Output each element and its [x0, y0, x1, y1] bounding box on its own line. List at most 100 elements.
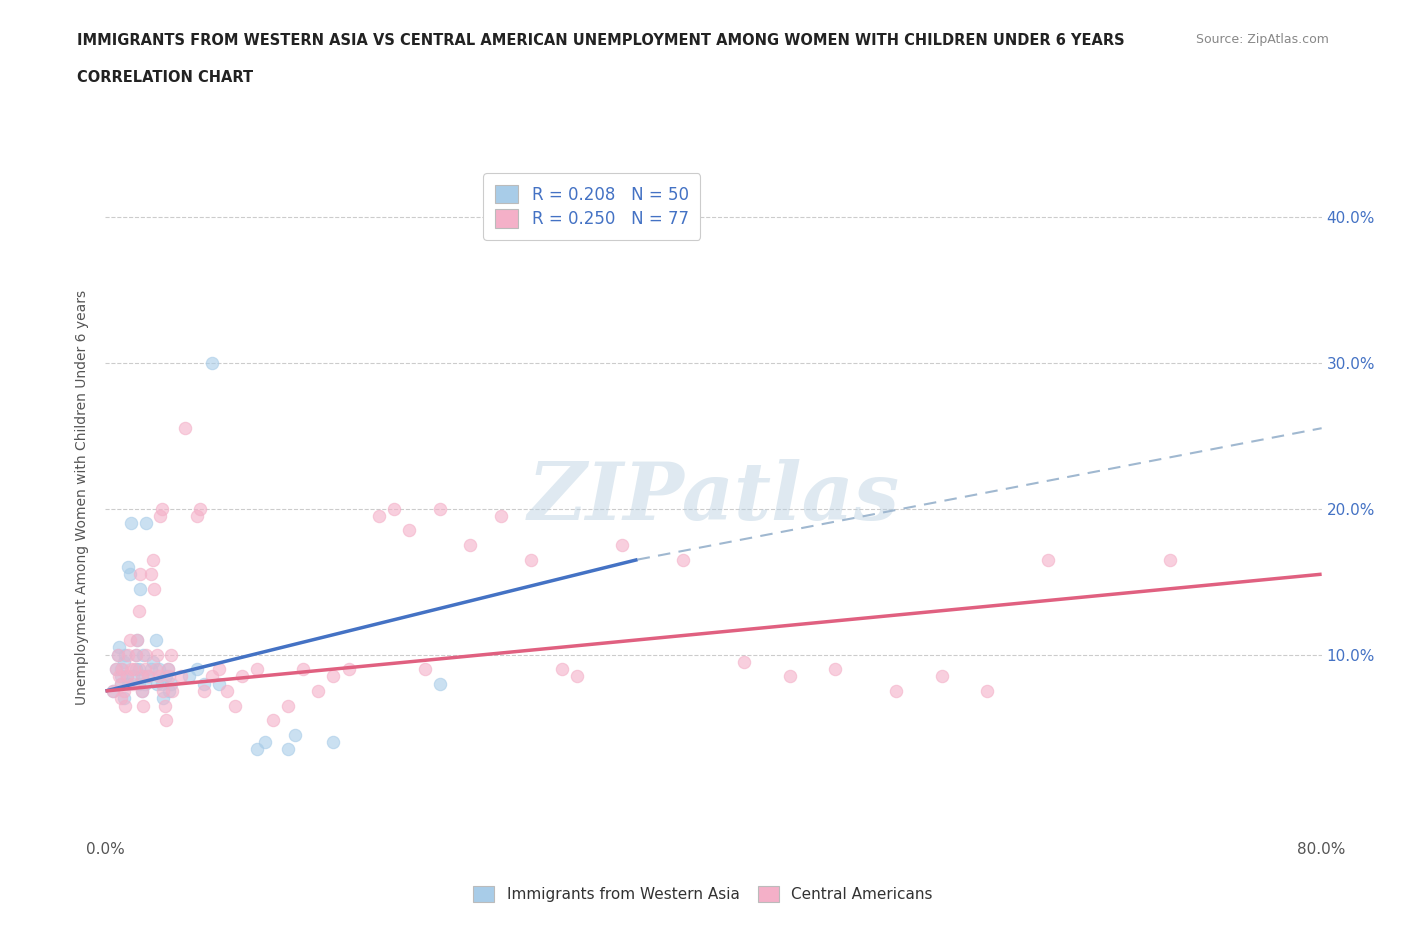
Point: [152, 684, 174, 698]
Point: [672, 552, 695, 567]
Point: [231, 669, 253, 684]
Point: [1159, 552, 1181, 567]
Point: [110, 691, 132, 706]
Point: [262, 712, 284, 727]
Point: [131, 669, 153, 684]
Point: [224, 698, 246, 713]
Point: [155, 712, 177, 727]
Point: [131, 684, 153, 698]
Y-axis label: Unemployment Among Women with Children Under 6 years: Unemployment Among Women with Children U…: [76, 290, 90, 705]
Point: [976, 684, 998, 698]
Point: [129, 581, 152, 596]
Point: [1036, 552, 1059, 567]
Point: [118, 632, 141, 647]
Point: [143, 581, 166, 596]
Point: [114, 698, 136, 713]
Point: [110, 661, 132, 676]
Point: [208, 676, 231, 691]
Point: [186, 509, 208, 524]
Point: [173, 420, 195, 435]
Point: [110, 669, 132, 684]
Point: [149, 509, 172, 524]
Point: [733, 655, 755, 670]
Point: [148, 669, 170, 684]
Point: [201, 355, 224, 370]
Point: [118, 566, 141, 581]
Point: [458, 538, 481, 552]
Point: [139, 566, 162, 581]
Point: [159, 647, 181, 662]
Point: [193, 676, 215, 691]
Point: [208, 661, 231, 676]
Point: [125, 647, 148, 662]
Point: [824, 661, 846, 676]
Point: [108, 640, 131, 655]
Point: [246, 742, 269, 757]
Point: [188, 501, 211, 516]
Point: [107, 647, 129, 662]
Point: [134, 661, 156, 676]
Point: [110, 676, 132, 691]
Point: [135, 515, 157, 530]
Point: [337, 661, 360, 676]
Point: [105, 661, 128, 676]
Point: [246, 661, 269, 676]
Point: [136, 669, 159, 684]
Point: [112, 655, 135, 670]
Legend: Immigrants from Western Asia, Central Americans: Immigrants from Western Asia, Central Am…: [467, 880, 939, 909]
Point: [125, 661, 148, 676]
Point: [157, 684, 180, 698]
Text: ZIPatlas: ZIPatlas: [527, 458, 900, 537]
Point: [145, 661, 167, 676]
Point: [612, 538, 634, 552]
Text: CORRELATION CHART: CORRELATION CHART: [77, 70, 253, 85]
Point: [322, 735, 344, 750]
Point: [307, 684, 329, 698]
Point: [136, 669, 159, 684]
Point: [135, 647, 157, 662]
Point: [277, 698, 299, 713]
Point: [146, 676, 169, 691]
Point: [155, 669, 177, 684]
Point: [117, 560, 139, 575]
Point: [368, 509, 391, 524]
Legend: R = 0.208   N = 50, R = 0.250   N = 77: R = 0.208 N = 50, R = 0.250 N = 77: [484, 173, 700, 240]
Point: [121, 676, 143, 691]
Point: [132, 698, 155, 713]
Point: [193, 684, 215, 698]
Point: [127, 632, 149, 647]
Point: [142, 552, 165, 567]
Point: [132, 647, 155, 662]
Point: [121, 669, 143, 684]
Point: [115, 669, 138, 684]
Point: [322, 669, 344, 684]
Point: [129, 566, 152, 581]
Point: [186, 661, 208, 676]
Point: [217, 684, 239, 698]
Point: [131, 669, 153, 684]
Point: [112, 684, 135, 698]
Point: [120, 515, 142, 530]
Point: [101, 684, 124, 698]
Point: [565, 669, 588, 684]
Point: [101, 684, 124, 698]
Point: [115, 669, 138, 684]
Point: [152, 691, 174, 706]
Point: [277, 742, 299, 757]
Point: [489, 509, 512, 524]
Point: [150, 676, 173, 691]
Point: [153, 698, 176, 713]
Point: [779, 669, 801, 684]
Point: [128, 604, 150, 618]
Point: [413, 661, 436, 676]
Point: [114, 647, 136, 662]
Point: [131, 684, 153, 698]
Point: [159, 676, 181, 691]
Point: [292, 661, 315, 676]
Point: [110, 676, 132, 691]
Point: [117, 676, 139, 691]
Point: [108, 669, 131, 684]
Point: [156, 661, 179, 676]
Point: [520, 552, 543, 567]
Point: [145, 632, 167, 647]
